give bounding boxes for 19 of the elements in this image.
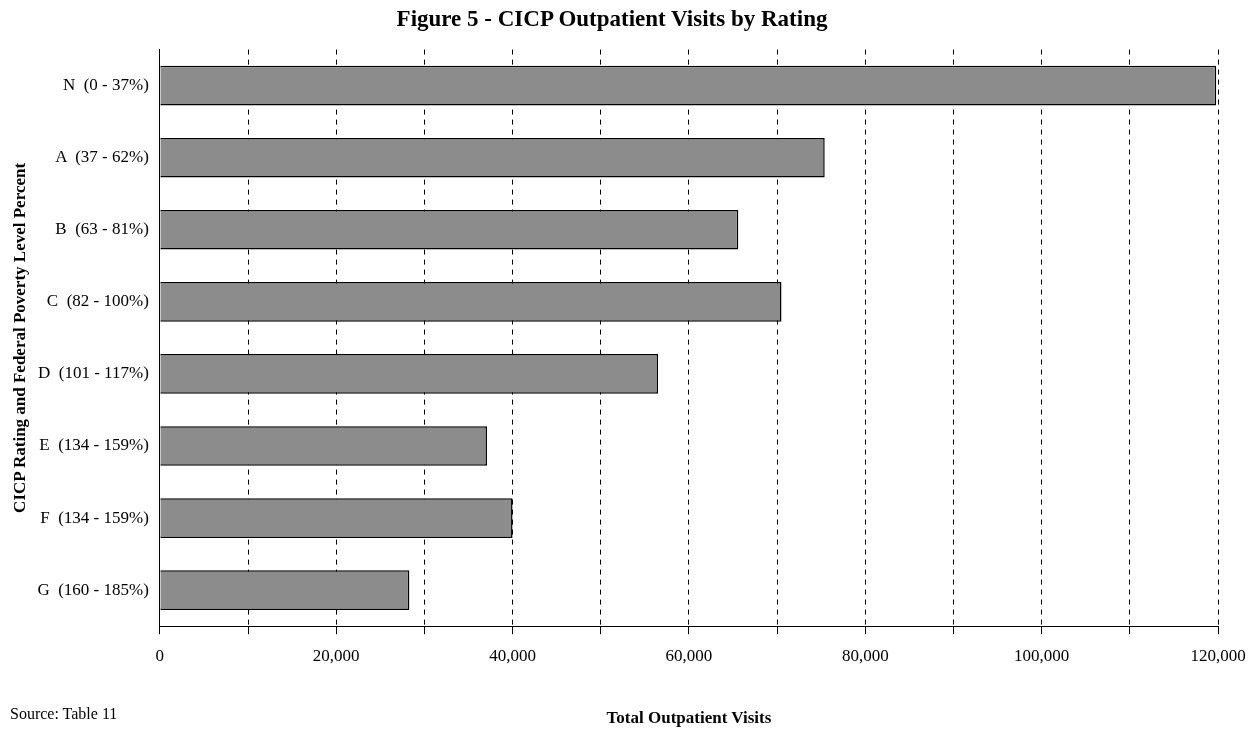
y-tick-label: F (134 - 159%) [40,507,149,527]
y-tick-label: C (82 - 100%) [46,291,149,311]
x-tick-label: 40,000 [489,645,536,665]
y-axis-title: CICP Rating and Federal Poverty Level Percent [9,162,29,513]
y-tick-label: N (0 - 37%) [62,75,149,95]
y-tick-label: A (37 - 62%) [55,147,149,167]
y-tick-label: G (160 - 185%) [37,579,149,599]
x-axis-title: Total Outpatient Visits [606,708,772,728]
source-note: Source: Table 11 [10,705,118,723]
x-tick-label: 80,000 [841,645,889,665]
y-tick-label: D (101 - 117%) [38,363,149,383]
x-tick-label: 60,000 [665,645,713,665]
chart-title: Figure 5 - CICP Outpatient Visits by Rating [396,5,828,31]
y-tick-label: B (63 - 81%) [55,219,149,239]
x-tick-label: 100,000 [1014,645,1070,665]
x-tick-label: 20,000 [312,645,360,665]
y-tick-label: E (134 - 159%) [39,435,149,455]
x-tick-label: 0 [155,645,165,665]
x-tick-label: 120,000 [1190,645,1246,665]
